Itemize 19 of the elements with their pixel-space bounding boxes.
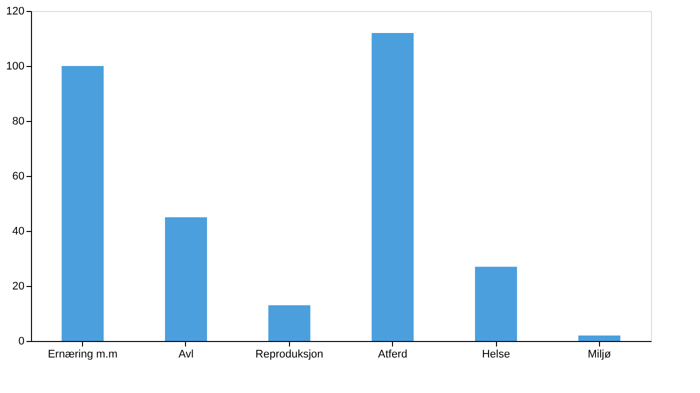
- bar: [475, 266, 517, 341]
- bar: [62, 66, 104, 341]
- y-tick-label: 80: [12, 116, 24, 128]
- x-tick-label: Atferd: [378, 348, 408, 360]
- y-tick-label: 120: [6, 6, 24, 18]
- y-tick-label: 100: [6, 60, 24, 72]
- x-tick-label: Reproduksjon: [255, 348, 324, 360]
- bar: [578, 336, 620, 341]
- x-tick-label: Ernæring m.m: [48, 348, 118, 360]
- x-tick-label: Miljø: [588, 348, 612, 360]
- x-tick-label: Avl: [178, 348, 194, 360]
- y-tick-label: 0: [18, 336, 24, 348]
- x-tick-label: Helse: [482, 348, 510, 360]
- bar: [165, 217, 207, 341]
- y-tick-label: 40: [12, 226, 24, 238]
- bar: [268, 305, 310, 341]
- y-tick-label: 20: [12, 280, 24, 292]
- bar: [372, 33, 414, 341]
- y-tick-label: 60: [12, 170, 24, 182]
